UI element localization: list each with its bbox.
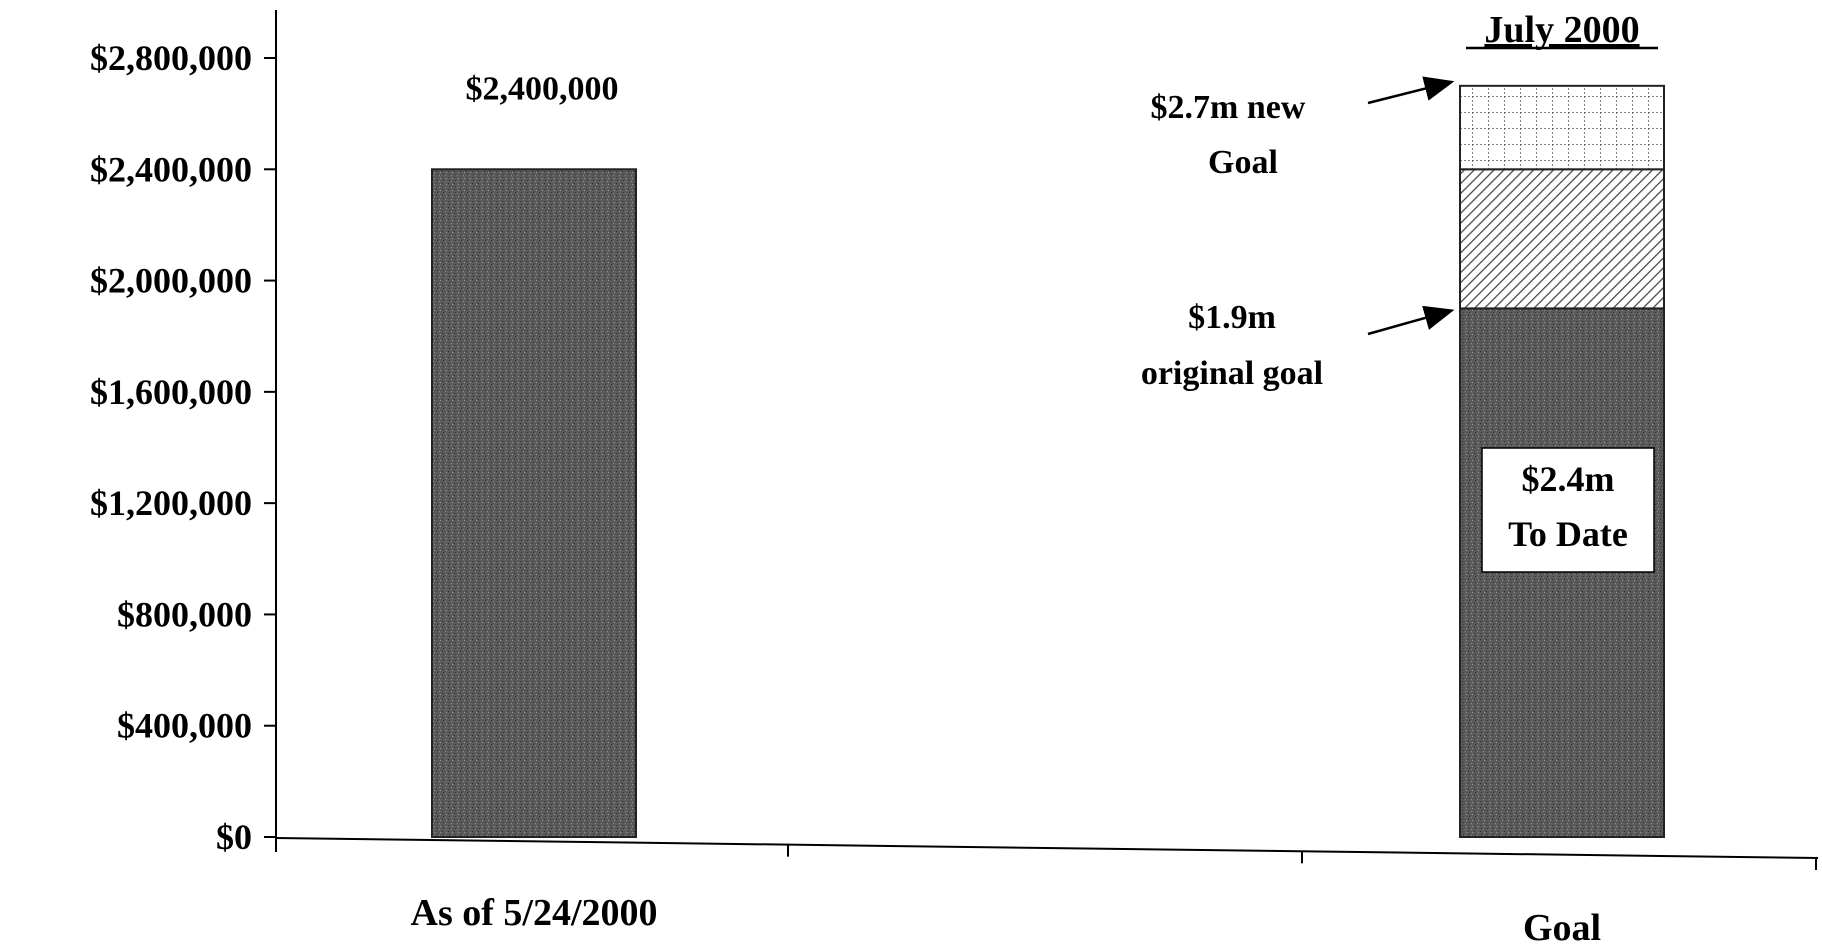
bar-value-label: $2,400,000 <box>466 70 619 107</box>
original-goal-annotation: $1.9m <box>1188 299 1276 336</box>
to-date-label: To Date <box>1508 514 1628 554</box>
y-tick-label: $2,000,000 <box>90 261 252 301</box>
original-goal-annotation: original goal <box>1141 355 1323 392</box>
y-tick-label: $1,600,000 <box>90 372 252 412</box>
y-tick-label: $0 <box>216 817 252 857</box>
category-label: As of 5/24/2000 <box>411 892 658 934</box>
labels: As of 5/24/2000 Goal $2,400,000 July 2000 $2… <box>411 9 1658 947</box>
original-goal-arrow <box>1367 305 1455 336</box>
new-goal-annotation: Goal <box>1208 144 1278 181</box>
y-tick-label: $400,000 <box>117 706 252 746</box>
bars <box>431 84 1665 839</box>
y-tick-label: $800,000 <box>117 594 252 634</box>
to-date-label: $2.4m <box>1522 459 1615 499</box>
y-axis-ticks: $0 $400,000 $800,000 $1,200,000 $1,600,000 $2… <box>90 38 276 857</box>
bar-segment-increase <box>1459 168 1665 310</box>
category-label: Goal <box>1523 907 1601 947</box>
bar-segment-base <box>431 168 637 839</box>
bar-segment-new-goal <box>1459 84 1665 171</box>
new-goal-annotation: $2.7m new <box>1151 89 1306 126</box>
to-date-box <box>1481 447 1655 573</box>
new-goal-arrow <box>1367 76 1455 105</box>
axes <box>275 10 1819 870</box>
goal-title: July 2000 <box>1484 9 1639 51</box>
y-tick-label: $2,400,000 <box>90 149 252 189</box>
x-axis-line <box>275 837 1819 859</box>
y-tick-label: $2,800,000 <box>90 38 252 78</box>
y-tick-label: $1,200,000 <box>90 483 252 523</box>
